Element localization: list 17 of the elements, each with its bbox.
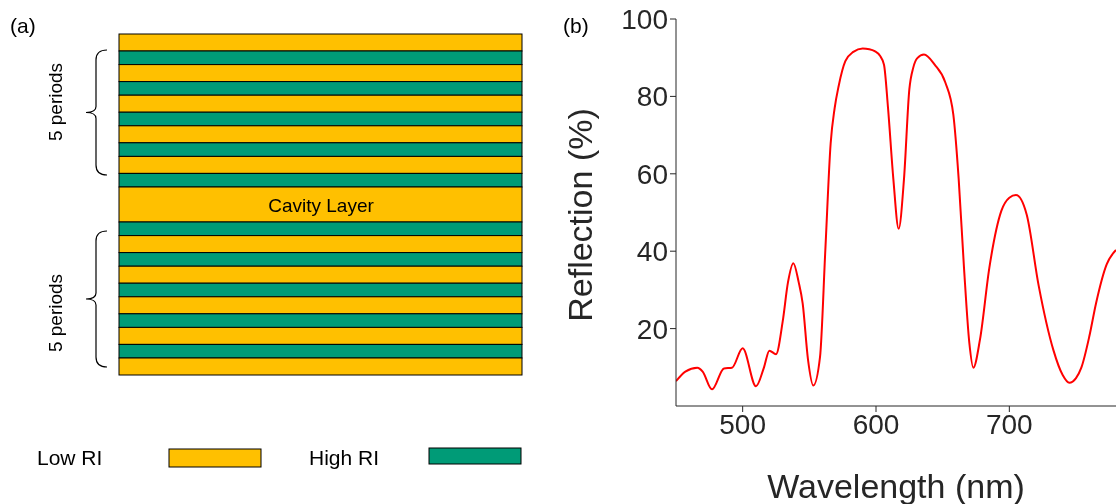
y-tick-label: 80 xyxy=(636,81,668,113)
text: 5 periods xyxy=(45,62,66,142)
chart-title: (b) xyxy=(563,14,589,38)
text: High RI xyxy=(309,446,380,469)
x-tick-label: 500 xyxy=(719,408,767,440)
text: (a) xyxy=(10,14,36,37)
text: Cavity Layer xyxy=(268,194,375,216)
text: Low RI xyxy=(37,446,103,469)
y-tick-label: 60 xyxy=(636,158,668,190)
x-tick-label: 600 xyxy=(852,408,900,440)
x-tick-label: 700 xyxy=(985,408,1033,440)
line-series xyxy=(676,47,1116,391)
text: 5 periods xyxy=(45,273,66,353)
y-tick-label: 100 xyxy=(621,3,668,35)
y-tick-label: 20 xyxy=(636,313,668,345)
y-tick-label: 40 xyxy=(636,236,668,268)
y-axis-title: Reflection (%) xyxy=(561,108,599,322)
